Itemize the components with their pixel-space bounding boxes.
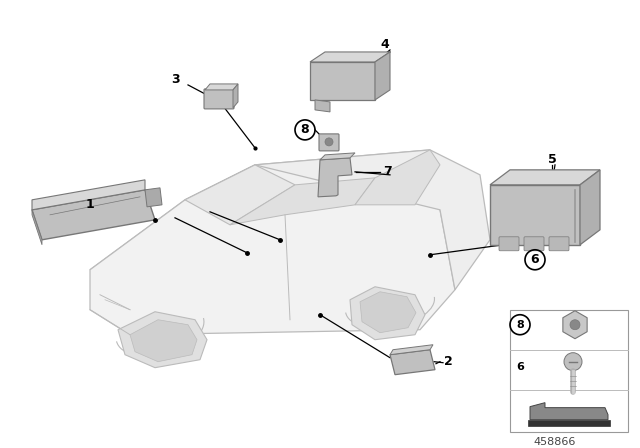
Text: 458866: 458866 [534,437,576,447]
Polygon shape [490,185,580,245]
Polygon shape [318,158,352,197]
Text: 7: 7 [383,165,392,178]
Polygon shape [130,320,197,362]
FancyBboxPatch shape [510,310,628,431]
Polygon shape [255,150,490,290]
Polygon shape [390,350,435,375]
Text: 4: 4 [381,39,389,52]
Polygon shape [528,420,610,426]
Polygon shape [145,188,162,207]
Polygon shape [390,345,433,355]
Text: 2: 2 [444,355,452,368]
Polygon shape [530,403,608,420]
Text: 6: 6 [531,253,540,266]
Polygon shape [310,62,375,100]
Polygon shape [360,292,416,333]
Text: 6: 6 [516,362,524,372]
Circle shape [325,138,333,146]
Polygon shape [32,180,145,210]
Text: 3: 3 [171,73,179,86]
Polygon shape [118,312,207,368]
Polygon shape [355,150,440,205]
Polygon shape [90,165,310,270]
Polygon shape [205,84,238,90]
FancyBboxPatch shape [319,134,339,151]
Polygon shape [32,190,155,240]
Polygon shape [90,178,455,335]
FancyBboxPatch shape [499,237,519,251]
Polygon shape [350,287,425,340]
Polygon shape [32,210,42,245]
Polygon shape [185,165,295,225]
Polygon shape [490,170,600,185]
Polygon shape [230,178,375,225]
Polygon shape [580,170,600,245]
Text: 5: 5 [548,153,556,166]
Polygon shape [315,100,330,112]
Polygon shape [310,52,390,62]
FancyBboxPatch shape [549,237,569,251]
Circle shape [570,320,580,330]
Text: 8: 8 [516,320,524,330]
FancyBboxPatch shape [524,237,544,251]
Circle shape [564,353,582,370]
Text: 1: 1 [86,198,94,211]
FancyBboxPatch shape [204,89,234,109]
Polygon shape [320,153,355,160]
Polygon shape [375,52,390,100]
Polygon shape [233,84,238,108]
Text: 8: 8 [301,123,309,136]
Polygon shape [185,150,430,200]
